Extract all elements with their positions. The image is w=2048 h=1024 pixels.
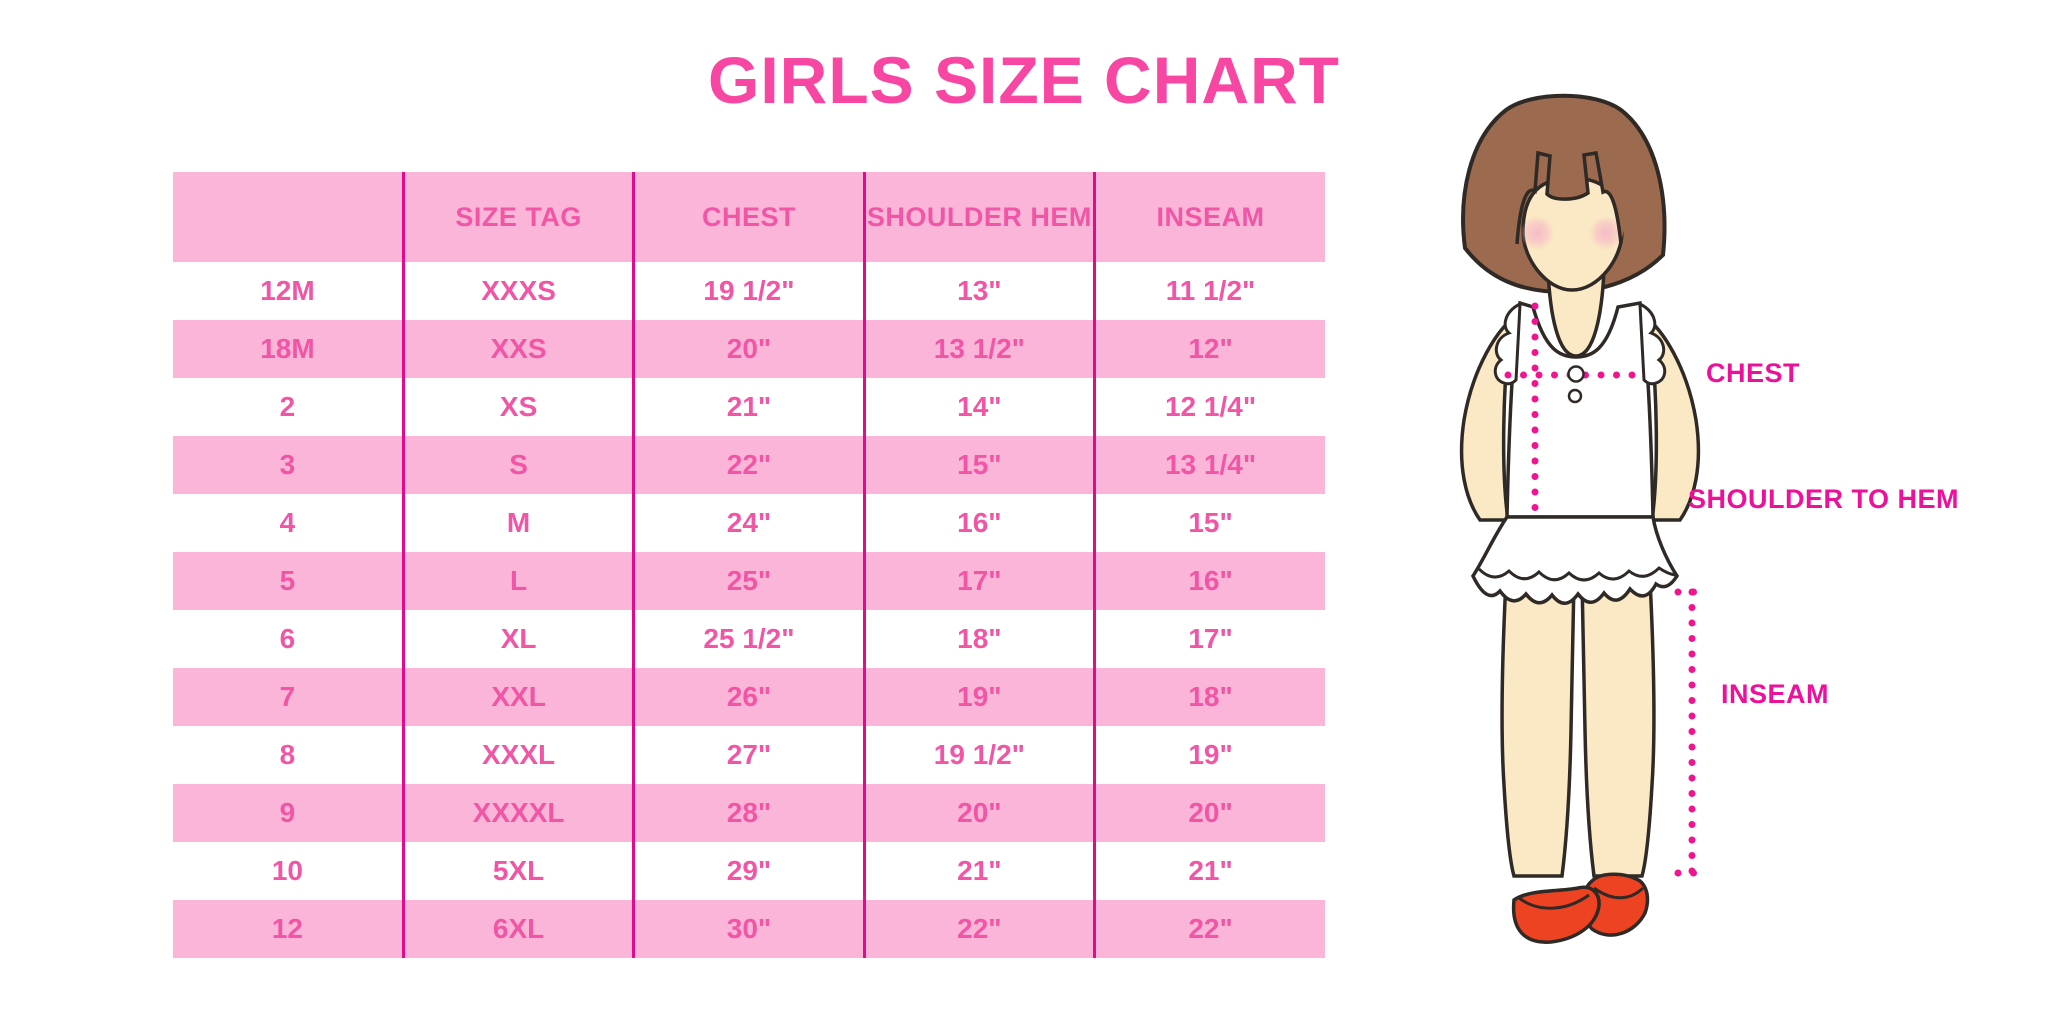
cell-shoulder-hem: 16" — [862, 494, 1095, 552]
cell-size: 12M — [173, 262, 404, 320]
cell-size: 10 — [173, 842, 404, 900]
cell-size-tag: XXXL — [401, 726, 634, 784]
top — [1493, 300, 1667, 519]
cell-size-tag: M — [401, 494, 634, 552]
blush-right — [1589, 216, 1623, 250]
cell-size-tag: XXXS — [401, 262, 634, 320]
table-row: 8 XXXL 27" 19 1/2" 19" — [173, 726, 1325, 784]
inseam-line — [1674, 588, 1710, 877]
table-row: 5 L 25" 17" 16" — [173, 552, 1325, 610]
cell-inseam: 21" — [1093, 842, 1325, 900]
cell-chest: 19 1/2" — [632, 262, 865, 320]
cell-inseam: 12 1/4" — [1093, 378, 1325, 436]
cell-size-tag: XS — [401, 378, 634, 436]
size-table: SIZE TAG CHEST SHOULDER HEM INSEAM 12M XXXS 1… — [173, 172, 1325, 958]
size-table-header: SIZE TAG CHEST SHOULDER HEM INSEAM — [173, 172, 1325, 262]
page-title: GIRLS SIZE CHART — [707, 43, 1340, 117]
shirt-buttons — [1567, 365, 1585, 404]
arms — [1459, 310, 1701, 522]
table-row: 12 6XL 30" 22" 22" — [173, 900, 1325, 958]
cell-shoulder-hem: 22" — [862, 900, 1095, 958]
cell-chest: 24" — [632, 494, 865, 552]
cell-inseam: 12" — [1093, 320, 1325, 378]
cell-chest: 30" — [632, 900, 865, 958]
cell-shoulder-hem: 13 1/2" — [862, 320, 1095, 378]
shoes — [1511, 872, 1650, 944]
cell-size-tag: S — [401, 436, 634, 494]
cell-chest: 21" — [632, 378, 865, 436]
column-header-chest: CHEST — [632, 172, 865, 262]
cell-size: 6 — [173, 610, 404, 668]
header-row: SIZE TAG CHEST SHOULDER HEM INSEAM — [173, 172, 1325, 262]
cell-inseam: 11 1/2" — [1093, 262, 1325, 320]
girl-illustration — [1459, 93, 1710, 944]
table-row: 7 XXL 26" 19" 18" — [173, 668, 1325, 726]
skirt — [1470, 515, 1680, 605]
cell-size-tag: XL — [401, 610, 634, 668]
cell-shoulder-hem: 19 1/2" — [862, 726, 1095, 784]
table-row: 3 S 22" 15" 13 1/4" — [173, 436, 1325, 494]
cell-chest: 28" — [632, 784, 865, 842]
cell-size-tag: 5XL — [401, 842, 634, 900]
cell-inseam: 20" — [1093, 784, 1325, 842]
chest-label: CHEST — [1706, 358, 1801, 388]
cell-shoulder-hem: 18" — [862, 610, 1095, 668]
column-header-size-tag: SIZE TAG — [401, 172, 634, 262]
table-row: 6 XL 25 1/2" 18" 17" — [173, 610, 1325, 668]
cell-size: 18M — [173, 320, 404, 378]
table-row: 12M XXXS 19 1/2" 13" 11 1/2" — [173, 262, 1325, 320]
inseam-label: INSEAM — [1721, 679, 1830, 709]
cell-size: 5 — [173, 552, 404, 610]
cell-chest: 25" — [632, 552, 865, 610]
table-row: 2 XS 21" 14" 12 1/4" — [173, 378, 1325, 436]
cell-size-tag: L — [401, 552, 634, 610]
bangs — [1499, 124, 1627, 245]
cell-size-tag: XXL — [401, 668, 634, 726]
cell-inseam: 19" — [1093, 726, 1325, 784]
column-header-size — [173, 172, 404, 262]
cell-size: 9 — [173, 784, 404, 842]
cell-inseam: 18" — [1093, 668, 1325, 726]
cell-inseam: 22" — [1093, 900, 1325, 958]
cell-shoulder-hem: 19" — [862, 668, 1095, 726]
cell-size: 8 — [173, 726, 404, 784]
cell-size: 12 — [173, 900, 404, 958]
cell-inseam: 15" — [1093, 494, 1325, 552]
cell-size: 7 — [173, 668, 404, 726]
column-header-shoulder-hem: SHOULDER HEM — [862, 172, 1095, 262]
cell-chest: 20" — [632, 320, 865, 378]
cell-shoulder-hem: 15" — [862, 436, 1095, 494]
cell-shoulder-hem: 21" — [862, 842, 1095, 900]
cell-size: 4 — [173, 494, 404, 552]
table-row: 9 XXXXL 28" 20" 20" — [173, 784, 1325, 842]
table-row: 18M XXS 20" 13 1/2" 12" — [173, 320, 1325, 378]
cell-shoulder-hem: 17" — [862, 552, 1095, 610]
cell-size: 3 — [173, 436, 404, 494]
cell-size-tag: 6XL — [401, 900, 634, 958]
size-table-body: 12M XXXS 19 1/2" 13" 11 1/2" 18M XXS 20" 13 1/2"… — [173, 262, 1325, 958]
cell-chest: 29" — [632, 842, 865, 900]
table-row: 10 5XL 29" 21" 21" — [173, 842, 1325, 900]
cell-shoulder-hem: 14" — [862, 378, 1095, 436]
cell-shoulder-hem: 20" — [862, 784, 1095, 842]
blush-left — [1520, 216, 1554, 250]
cell-shoulder-hem: 13" — [862, 262, 1095, 320]
legs — [1500, 578, 1656, 878]
cell-inseam: 16" — [1093, 552, 1325, 610]
cell-size-tag: XXXXL — [401, 784, 634, 842]
column-header-inseam: INSEAM — [1093, 172, 1325, 262]
cell-inseam: 13 1/4" — [1093, 436, 1325, 494]
cell-chest: 22" — [632, 436, 865, 494]
cell-size-tag: XXS — [401, 320, 634, 378]
cell-chest: 26" — [632, 668, 865, 726]
table-row: 4 M 24" 16" 15" — [173, 494, 1325, 552]
cell-size: 2 — [173, 378, 404, 436]
cell-chest: 27" — [632, 726, 865, 784]
cell-chest: 25 1/2" — [632, 610, 865, 668]
cell-inseam: 17" — [1093, 610, 1325, 668]
shoulder-to-hem-label: SHOULDER TO HEM — [1688, 484, 1960, 514]
